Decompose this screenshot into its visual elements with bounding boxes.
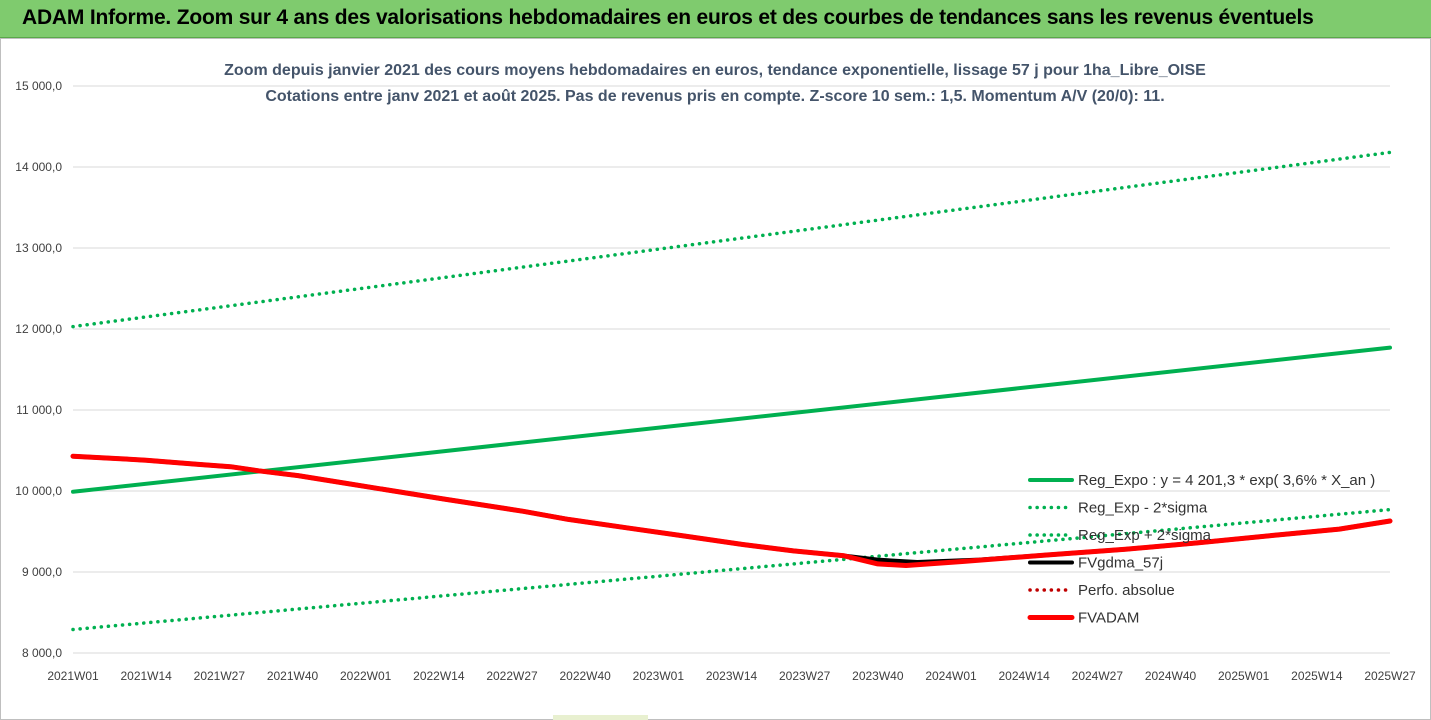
title-bar: ADAM Informe. Zoom sur 4 ans des valoris… [0,0,1431,38]
legend-label: FVgdma_57j [1078,555,1163,572]
page-title: ADAM Informe. Zoom sur 4 ans des valoris… [22,6,1314,29]
x-tick-label: 2021W27 [194,669,246,683]
y-tick-label: 9 000,0 [22,565,62,579]
x-tick-label: 2022W27 [486,669,538,683]
legend-label: Perfo. absolue [1078,582,1175,599]
x-tick-label: 2023W27 [779,669,831,683]
x-tick-label: 2022W01 [340,669,392,683]
x-tick-label: 2021W40 [267,669,319,683]
y-tick-label: 14 000,0 [15,160,62,174]
legend-label: Reg_Exp + 2*sigma [1078,527,1212,544]
x-tick-label: 2024W14 [998,669,1050,683]
bottom-decoration [553,715,648,720]
series-line [71,150,1392,329]
series-line [70,453,1393,568]
chart-subtitle: Cotations entre janv 2021 et août 2025. … [265,88,1164,105]
x-axis: 2021W01 2021W14 2021W27 2021W40 2022W01 2022W… [47,669,1416,683]
legend-label: Reg_Exp - 2*sigma [1078,500,1208,517]
x-tick-label: 2025W01 [1218,669,1270,683]
y-tick-label: 15 000,0 [15,79,62,93]
x-tick-label: 2024W01 [925,669,977,683]
series-line [71,507,1392,632]
legend: Reg_Expo : y = 4 201,3 * exp( 3,6% * X_a… [1027,472,1375,627]
y-axis: 8 000,0 9 000,0 10 000,0 11 000,0 12 000,0 13… [15,79,62,660]
y-tick-label: 12 000,0 [15,322,62,336]
x-tick-label: 2022W40 [559,669,611,683]
x-tick-label: 2024W40 [1145,669,1197,683]
series-group [70,150,1393,632]
x-tick-label: 2025W27 [1364,669,1416,683]
x-tick-label: 2021W14 [120,669,172,683]
y-tick-label: 10 000,0 [15,484,62,498]
y-tick-label: 8 000,0 [22,646,62,660]
x-tick-label: 2023W01 [633,669,685,683]
x-tick-label: 2023W40 [852,669,904,683]
y-tick-label: 13 000,0 [15,241,62,255]
x-tick-label: 2021W01 [47,669,99,683]
chart-title: Zoom depuis janvier 2021 des cours moyen… [224,62,1206,79]
x-tick-label: 2023W14 [706,669,758,683]
gridlines [73,85,1390,654]
x-tick-label: 2022W14 [413,669,465,683]
legend-label: Reg_Expo : y = 4 201,3 * exp( 3,6% * X_a… [1078,472,1375,489]
series-line [71,345,1392,494]
legend-label: FVADAM [1078,610,1139,627]
y-tick-label: 11 000,0 [16,403,62,417]
x-tick-label: 2025W14 [1291,669,1343,683]
x-tick-label: 2024W27 [1072,669,1124,683]
